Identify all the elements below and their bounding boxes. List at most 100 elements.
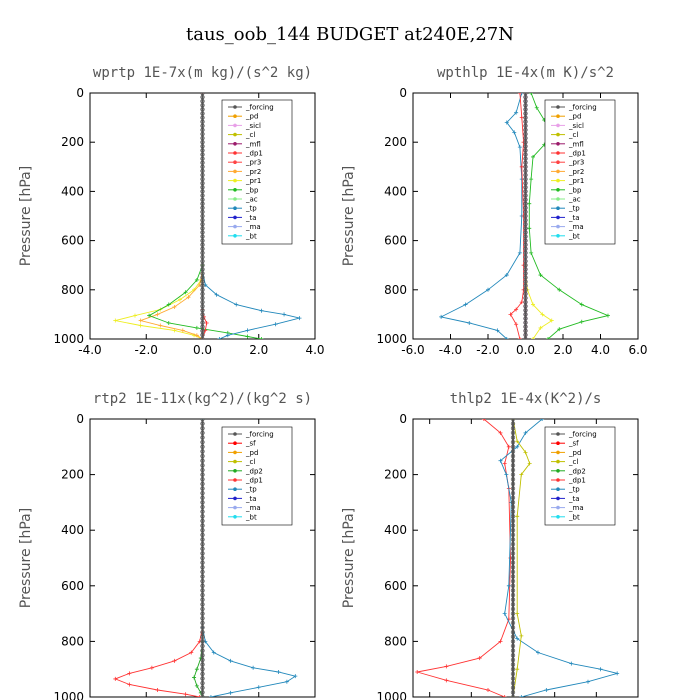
legend-marker-ta <box>233 496 237 501</box>
series-point-cl <box>515 439 520 444</box>
series-point-forcing <box>523 181 528 186</box>
x-tick-label: -4.0 <box>439 343 462 357</box>
series-point-forcing <box>200 328 205 333</box>
series-point-bp <box>166 321 171 326</box>
series-point-forcing <box>510 523 516 528</box>
series-point-tp <box>225 333 230 338</box>
series-point-forcing <box>200 140 205 145</box>
series-point-tp <box>515 444 520 449</box>
series-point-bp <box>529 177 534 182</box>
plot-area-frame <box>412 418 639 698</box>
series-point-forcing <box>510 643 516 649</box>
series-point-forcing <box>510 430 516 436</box>
series-point-forcing <box>200 193 205 198</box>
series-point-forcing <box>523 328 528 333</box>
y-tick-label: 1000 <box>53 332 84 346</box>
legend-marker-cl <box>556 459 560 464</box>
series-point-forcing <box>510 509 516 514</box>
series-point-forcing <box>200 209 205 215</box>
series-point-forcing <box>510 504 516 510</box>
legend-marker-sf <box>233 441 237 446</box>
legend-marker-cl <box>556 132 560 137</box>
legend-label-ac: _ac <box>568 196 581 204</box>
series-point-forcing <box>523 283 528 288</box>
series-point-pr1 <box>178 297 182 302</box>
legend-label-pr3: _pr3 <box>245 159 261 167</box>
panel-wpthlp: wpthlp 1E-4x(m K)/s^2 Pressure [hPa] -6.0 -… <box>341 65 648 357</box>
series-point-forcing <box>523 324 528 329</box>
x-tick-label: -4.0 <box>78 343 101 357</box>
series-point-forcing <box>523 308 528 313</box>
series-point-forcing <box>200 597 205 602</box>
series-point-dp1 <box>506 444 511 449</box>
series-point-forcing <box>200 197 205 202</box>
legend-marker-pr2 <box>556 169 560 174</box>
series-point-tp <box>504 120 509 125</box>
panel-title: thlp2 1E-4x(K^2)/s <box>450 391 602 407</box>
y-tick-label: 800 <box>61 283 84 297</box>
legend-label-ta: _ta <box>568 214 580 222</box>
x-tick-label: 6.0 <box>628 343 647 357</box>
series-point-tp <box>502 611 507 616</box>
y-tick-label: 200 <box>384 468 407 482</box>
series-point-tp <box>211 650 216 655</box>
series-point-forcing <box>200 287 205 292</box>
y-tick-label: 400 <box>384 184 407 198</box>
series-point-forcing <box>510 546 516 551</box>
series-point-forcing <box>200 234 205 239</box>
series-point-forcing <box>523 336 528 339</box>
series-point-forcing <box>523 312 528 317</box>
series-point-forcing <box>200 685 205 690</box>
series-point-forcing <box>200 504 205 510</box>
legend-label-dp1: _dp1 <box>245 150 263 158</box>
series-point-forcing <box>200 99 205 104</box>
series-point-forcing <box>523 295 528 301</box>
series-point-forcing <box>523 176 528 182</box>
series-point-forcing <box>200 653 205 658</box>
legend-label-ta: _ta <box>245 214 257 222</box>
series-point-forcing <box>200 119 205 124</box>
series-point-forcing <box>200 181 205 186</box>
series-point-tp <box>467 321 472 326</box>
series-point-forcing <box>523 205 528 210</box>
series-line-tp <box>202 93 300 339</box>
series-point-forcing <box>523 254 528 260</box>
series-point-tp <box>515 636 520 641</box>
legend-label-ma: _ma <box>568 504 584 512</box>
series-point-forcing <box>200 419 205 422</box>
legend-marker-bt <box>556 234 560 238</box>
y-tick-label: 800 <box>384 634 407 648</box>
legend-marker-dp1 <box>556 151 560 155</box>
series-point-pr2 <box>172 305 177 310</box>
legend-marker-ta <box>233 215 237 220</box>
series-point-forcing <box>510 588 516 593</box>
series-point-forcing <box>510 634 516 639</box>
series-point-forcing <box>510 667 516 672</box>
series-point-forcing <box>200 152 205 157</box>
series-point-tp <box>297 316 302 321</box>
legend-label-sicl: _sicl <box>245 122 261 130</box>
series-point-pr1 <box>113 318 118 323</box>
series-point-bp <box>166 302 171 307</box>
series-point-forcing <box>200 123 205 128</box>
series-line-pr1 <box>115 93 203 339</box>
figure-title: taus_oob_144 BUDGET at240E,27N <box>186 24 514 45</box>
series-point-forcing <box>510 463 516 468</box>
series-point-bp <box>579 302 584 307</box>
y-tick-label: 200 <box>61 468 84 482</box>
series-point-forcing <box>200 458 205 463</box>
series-point-bp <box>194 325 199 330</box>
series-point-forcing <box>200 316 205 321</box>
series-point-forcing <box>200 569 205 575</box>
series-point-forcing <box>510 514 516 519</box>
series-point-forcing <box>200 449 205 454</box>
legend-label-ma: _ma <box>245 504 261 512</box>
series-point-forcing <box>523 111 528 116</box>
series-point-forcing <box>510 477 516 482</box>
legend-marker-pr3 <box>233 160 237 164</box>
series-point-tp <box>517 145 522 150</box>
legend-label-forcing: _forcing <box>568 104 597 112</box>
series-point-forcing <box>523 246 528 251</box>
series-point-forcing <box>200 435 205 440</box>
series-point-tp <box>214 292 219 297</box>
